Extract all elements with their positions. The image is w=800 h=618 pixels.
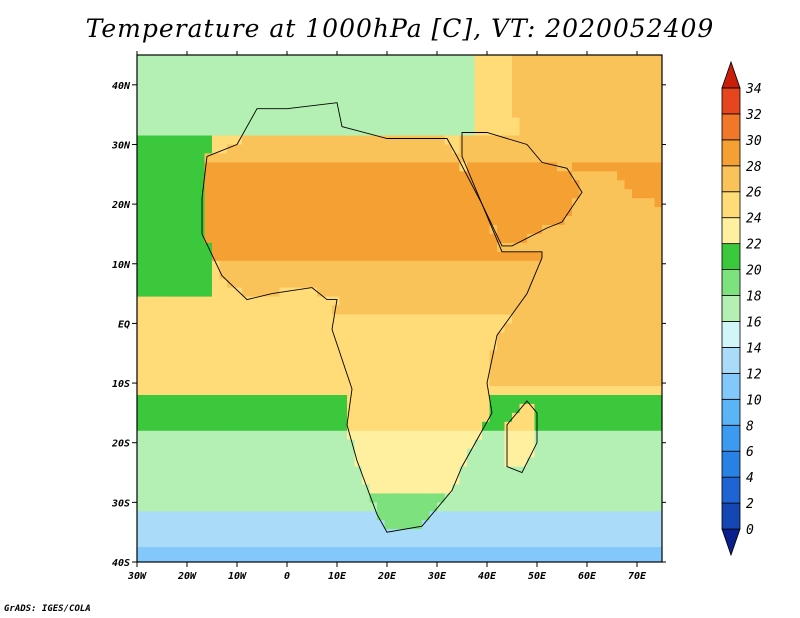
colorbar-label: 28: [746, 160, 762, 175]
grads-credit: GrADS: IGES/COLA: [4, 604, 91, 614]
y-axis: 40S 30S 20S 10S EQ 10N 20N 30N 40N: [111, 81, 666, 569]
colorbar-label: 10: [746, 393, 762, 408]
colorbar-label: 4: [746, 471, 754, 486]
colorbar-label: 6: [746, 445, 754, 460]
colorbar-label: 0: [746, 523, 754, 538]
colorbar-cell: [721, 424, 741, 452]
colorbar-cell: [721, 217, 741, 245]
colorbar-label: 2: [746, 497, 754, 512]
x-tick-label: 40E: [478, 571, 497, 582]
colorbar-label: 16: [746, 315, 762, 330]
colorbar-label: 30: [745, 134, 762, 149]
temperature-field: [137, 55, 662, 562]
colorbar-cell: [721, 347, 741, 374]
x-tick-label: 0: [284, 571, 290, 582]
colorbar-cell: [721, 398, 741, 426]
y-tick-label: 30N: [111, 140, 131, 151]
y-tick-label: 20N: [111, 200, 131, 211]
colorbar-cell: [721, 450, 741, 478]
colorbar-cell: [721, 372, 741, 400]
colorbar-cell: [721, 502, 741, 530]
x-tick-label: 20W: [177, 571, 197, 582]
map-frame: [136, 54, 663, 563]
colorbar-label: 34: [745, 82, 762, 97]
x-tick-label: 60E: [578, 571, 597, 582]
x-tick-label: 70E: [628, 571, 647, 582]
x-tick-label: 10E: [328, 571, 347, 582]
colorbar-cell: [721, 113, 741, 141]
coastline-1: [461, 132, 583, 247]
x-tick-label: 50E: [528, 571, 547, 582]
y-tick-label: 10N: [112, 260, 131, 271]
colorbar-label: 32: [745, 108, 762, 123]
colorbar-cell: [721, 165, 741, 193]
colorbar-cell: [721, 139, 741, 167]
y-tick-label: 10S: [112, 379, 130, 390]
colorbar-label: 12: [746, 367, 762, 382]
colorbar-cell: [721, 243, 741, 270]
y-tick-label: EQ: [118, 319, 130, 330]
colorbar-cell: [721, 87, 741, 115]
colorbar-cell: [721, 269, 741, 296]
y-tick-label: 30S: [111, 498, 130, 509]
x-tick-label: 20E: [377, 571, 397, 582]
coastlines: [201, 102, 583, 533]
colorbar-label: 20: [746, 264, 762, 279]
x-tick-label: 30E: [427, 571, 447, 582]
colorbar-cell: [721, 60, 741, 89]
colorbar-cell: [721, 295, 741, 322]
coastline-0: [201, 102, 543, 533]
colorbar-label: 24: [746, 212, 762, 227]
colorbar-label: 8: [746, 419, 754, 434]
colorbar-cell: [721, 476, 741, 504]
y-tick-label: 20S: [111, 439, 130, 450]
colorbar-cell: [721, 191, 741, 219]
x-axis: 30W 20W 10W 0 10E 20E 30E 40E 50E 60E 70E: [127, 51, 647, 582]
x-tick-label: 10W: [228, 571, 247, 582]
colorbar-label: 14: [746, 341, 762, 356]
x-tick-label: 30W: [127, 571, 147, 582]
y-tick-label: 40N: [112, 81, 131, 92]
colorbar-label: 22: [746, 238, 762, 253]
colorbar-cell: [721, 528, 741, 557]
colorbar-label: 26: [746, 186, 762, 201]
coastline-2: [506, 400, 538, 474]
colorbar-cell: [721, 321, 741, 348]
chart-title: Temperature at 1000hPa [C], VT: 20200524…: [85, 14, 715, 43]
y-tick-label: 40S: [112, 558, 130, 569]
colorbar-label: 18: [746, 290, 762, 305]
